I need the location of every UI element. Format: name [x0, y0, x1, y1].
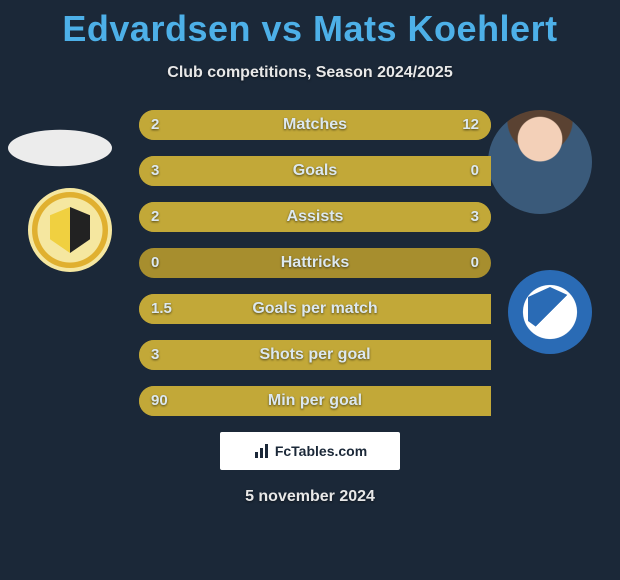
stat-label: Hattricks	[139, 248, 491, 278]
player-right-club-badge	[508, 270, 592, 354]
fctables-logo: FcTables.com	[220, 432, 400, 470]
player-left-avatar	[8, 130, 112, 166]
stat-label: Assists	[139, 202, 491, 232]
stat-bars: 2Matches123Goals02Assists30Hattricks01.5…	[139, 110, 491, 416]
stat-label: Goals	[139, 156, 491, 186]
stat-label: Min per goal	[139, 386, 491, 416]
stat-label: Goals per match	[139, 294, 491, 324]
player-right-avatar	[488, 110, 592, 214]
logo-text: FcTables.com	[275, 443, 367, 459]
chart-icon	[253, 442, 271, 460]
stat-value-right: 0	[471, 248, 479, 278]
comparison-block: 2Matches123Goals02Assists30Hattricks01.5…	[0, 110, 620, 416]
stat-row: 90Min per goal	[139, 386, 491, 416]
player-left-club-badge	[28, 188, 112, 272]
stat-row: 1.5Goals per match	[139, 294, 491, 324]
stat-row: 3Goals0	[139, 156, 491, 186]
stat-value-right: 12	[462, 110, 479, 140]
date-label: 5 november 2024	[0, 488, 620, 506]
stat-value-right: 0	[471, 156, 479, 186]
stat-row: 3Shots per goal	[139, 340, 491, 370]
stat-label: Shots per goal	[139, 340, 491, 370]
stat-row: 2Assists3	[139, 202, 491, 232]
stat-value-right: 3	[471, 202, 479, 232]
page-title: Edvardsen vs Mats Koehlert	[0, 0, 620, 50]
stat-label: Matches	[139, 110, 491, 140]
stat-row: 2Matches12	[139, 110, 491, 140]
stat-row: 0Hattricks0	[139, 248, 491, 278]
subtitle: Club competitions, Season 2024/2025	[0, 64, 620, 82]
